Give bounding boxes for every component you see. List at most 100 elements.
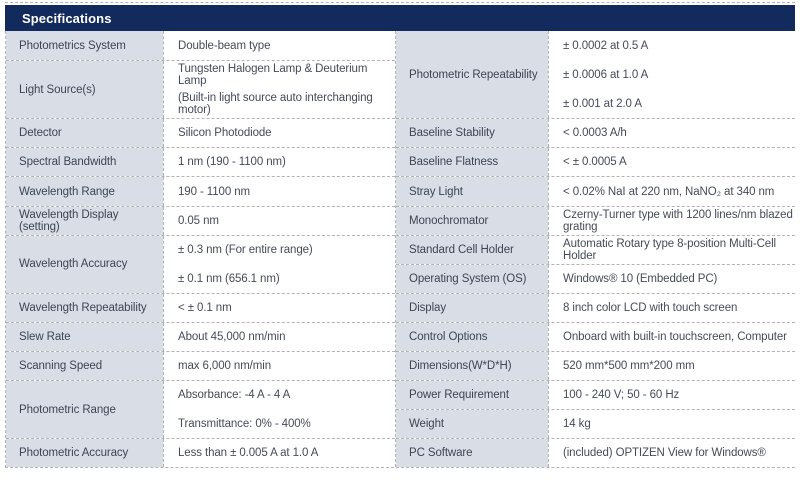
- spec-value: Czerny-Turner type with 1200 lines/nm bl…: [548, 206, 795, 235]
- row-scanning-speed: Scanning Speed max 6,000 nm/min: [6, 351, 395, 381]
- table-title: Specifications: [22, 10, 112, 26]
- spec-value: Automatic Rotary type 8-position Multi-C…: [548, 235, 795, 264]
- spec-value-line: (Built-in light source auto interchangin…: [178, 91, 373, 116]
- spec-value: Silicon Photodiode: [163, 119, 395, 148]
- spec-value-line: < ± 0.1 nm: [178, 301, 232, 314]
- row-baseline-stability: Baseline Stability < 0.0003 A/h: [396, 118, 795, 148]
- spec-label: Power Requirement: [396, 381, 548, 410]
- row-baseline-flatness: Baseline Flatness < ± 0.0005 A: [396, 147, 795, 177]
- spec-label: PC Software: [396, 439, 548, 468]
- spec-value: 8 inch color LCD with touch screen: [548, 293, 795, 322]
- spec-value-line: ± 0.1 nm (656.1 nm): [178, 272, 280, 285]
- spec-value-line: < ± 0.0005 A: [563, 156, 627, 169]
- spec-value-line: ± 0.001 at 2.0 A: [563, 97, 642, 110]
- row-power-requirement: Power Requirement 100 - 240 V; 50 - 60 H…: [396, 380, 795, 410]
- spec-label: Scanning Speed: [6, 352, 163, 381]
- spec-value: ± 0.0002 at 0.5 A ± 0.0006 at 1.0 A ± 0.…: [548, 31, 795, 119]
- spec-label: Wavelength Range: [6, 177, 163, 206]
- spec-label: Wavelength Display (setting): [6, 206, 163, 235]
- spec-label: Stray Light: [396, 177, 548, 206]
- spec-value: ± 0.3 nm (For entire range) ± 0.1 nm (65…: [163, 235, 395, 293]
- spec-label: Standard Cell Holder: [396, 235, 548, 264]
- spec-label: Photometric Range: [6, 381, 163, 439]
- row-slew-rate: Slew Rate About 45,000 nm/min: [6, 321, 395, 352]
- spec-label: Wavelength Accuracy: [6, 235, 163, 293]
- spec-value: 190 - 1100 nm: [163, 177, 395, 206]
- spec-value-line: About 45,000 nm/min: [178, 330, 286, 343]
- spec-value-line: ± 0.0006 at 1.0 A: [563, 68, 649, 81]
- spec-value-line: 520 mm*500 mm*200 mm: [563, 360, 695, 373]
- spec-value-line: 14 kg: [563, 418, 591, 431]
- spec-table-left-half: Photometrics System Double-beam type Lig…: [6, 31, 395, 468]
- spec-table: Photometrics System Double-beam type Lig…: [5, 31, 795, 469]
- row-wavelength-display: Wavelength Display (setting) 0.05 nm: [6, 205, 395, 235]
- row-spectral-bandwidth: Spectral Bandwidth 1 nm (190 - 1100 nm): [6, 147, 395, 177]
- spec-value-line: Automatic Rotary type 8-position Multi-C…: [563, 237, 777, 262]
- spec-value: Less than ± 0.005 A at 1.0 A: [163, 439, 395, 468]
- spec-value-line: Tungsten Halogen Lamp & Deuterium Lamp: [178, 63, 368, 88]
- row-wavelength-repeatability: Wavelength Repeatability < ± 0.1 nm: [6, 292, 395, 322]
- spec-value: < 0.0003 A/h: [548, 119, 795, 148]
- row-photometric-accuracy: Photometric Accuracy Less than ± 0.005 A…: [6, 438, 395, 468]
- spec-sheet: Specifications Photometrics System Doubl…: [5, 2, 795, 469]
- spec-value: (included) OPTIZEN View for Windows®: [548, 439, 795, 468]
- spec-value-line: Less than ± 0.005 A at 1.0 A: [178, 447, 319, 460]
- row-photometric-repeatability: Photometric Repeatability ± 0.0002 at 0.…: [396, 31, 795, 119]
- spec-value: Windows® 10 (Embedded PC): [548, 264, 795, 293]
- spec-value-line: max 6,000 nm/min: [178, 360, 271, 373]
- row-pc-software: PC Software (included) OPTIZEN View for …: [396, 438, 795, 468]
- spec-label: Photometric Accuracy: [6, 439, 163, 468]
- spec-value: Onboard with built-in touchscreen, Compu…: [548, 322, 795, 352]
- row-control-options: Control Options Onboard with built-in to…: [396, 321, 795, 352]
- spec-value-line: 100 - 240 V; 50 - 60 Hz: [563, 389, 680, 402]
- spec-value: Double-beam type: [163, 31, 395, 61]
- row-standard-cell-holder: Standard Cell Holder Automatic Rotary ty…: [396, 234, 795, 264]
- spec-label: Light Source(s): [6, 61, 163, 119]
- spec-label: Weight: [396, 410, 548, 439]
- spec-value-line: < 0.02% NaI at 220 nm, NaNO₂ at 340 nm: [563, 185, 775, 198]
- spec-value: 100 - 240 V; 50 - 60 Hz: [548, 381, 795, 410]
- spec-label: Baseline Flatness: [396, 148, 548, 177]
- spec-label: Photometrics System: [6, 31, 163, 61]
- spec-value-line: Onboard with built-in touchscreen, Compu…: [563, 331, 787, 343]
- spec-label: Display: [396, 293, 548, 322]
- spec-value-line: Windows® 10 (Embedded PC): [563, 272, 718, 285]
- spec-label: Detector: [6, 119, 163, 148]
- spec-value: < ± 0.0005 A: [548, 148, 795, 177]
- spec-label: Monochromator: [396, 206, 548, 235]
- spec-label: Baseline Stability: [396, 119, 548, 148]
- row-wavelength-accuracy: Wavelength Accuracy ± 0.3 nm (For entire…: [6, 234, 395, 293]
- row-display: Display 8 inch color LCD with touch scre…: [396, 292, 795, 322]
- spec-value: 520 mm*500 mm*200 mm: [548, 352, 795, 381]
- spec-label: Operating System (OS): [396, 264, 548, 293]
- spec-value-line: Transmittance: 0% - 400%: [178, 418, 311, 431]
- spec-value-line: Czerny-Turner type with 1200 lines/nm bl…: [563, 208, 793, 233]
- row-dimensions: Dimensions(W*D*H) 520 mm*500 mm*200 mm: [396, 351, 795, 381]
- row-photometric-range: Photometric Range Absorbance: -4 A - 4 A…: [6, 380, 395, 439]
- spec-value: < 0.02% NaI at 220 nm, NaNO₂ at 340 nm: [548, 177, 795, 206]
- spec-value: max 6,000 nm/min: [163, 352, 395, 381]
- spec-value-line: Silicon Photodiode: [178, 127, 272, 140]
- spec-value: 0.05 nm: [163, 206, 395, 235]
- spec-value: About 45,000 nm/min: [163, 322, 395, 352]
- row-detector: Detector Silicon Photodiode: [6, 118, 395, 148]
- spec-value: 14 kg: [548, 410, 795, 439]
- spec-label: Spectral Bandwidth: [6, 148, 163, 177]
- spec-label: Wavelength Repeatability: [6, 293, 163, 322]
- spec-label: Dimensions(W*D*H): [396, 352, 548, 381]
- spec-value-line: 0.05 nm: [178, 214, 219, 227]
- spec-value: 1 nm (190 - 1100 nm): [163, 148, 395, 177]
- spec-label: Slew Rate: [6, 322, 163, 352]
- spec-label: Photometric Repeatability: [396, 31, 548, 119]
- row-light-sources: Light Source(s) Tungsten Halogen Lamp & …: [6, 60, 395, 119]
- spec-value: Tungsten Halogen Lamp & Deuterium Lamp (…: [163, 61, 395, 119]
- row-operating-system: Operating System (OS) Windows® 10 (Embed…: [396, 263, 795, 293]
- row-wavelength-range: Wavelength Range 190 - 1100 nm: [6, 176, 395, 206]
- spec-value-line: (included) OPTIZEN View for Windows®: [563, 447, 766, 460]
- spec-label: Control Options: [396, 322, 548, 352]
- row-photometrics-system: Photometrics System Double-beam type: [6, 31, 395, 61]
- spec-value: Absorbance: -4 A - 4 A Transmittance: 0%…: [163, 381, 395, 439]
- row-stray-light: Stray Light < 0.02% NaI at 220 nm, NaNO₂…: [396, 176, 795, 206]
- row-monochromator: Monochromator Czerny-Turner type with 12…: [396, 205, 795, 235]
- spec-value-line: 1 nm (190 - 1100 nm): [178, 156, 286, 169]
